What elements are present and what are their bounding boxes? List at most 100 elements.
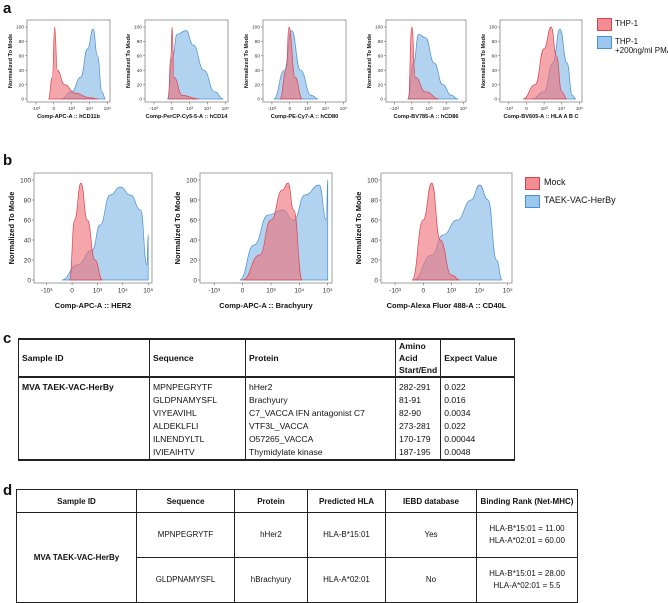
x-tick-label: 10⁵ bbox=[143, 288, 153, 295]
x-tick-label: 10³ bbox=[186, 106, 193, 112]
rank-line: HLA-A*02:01 = 5.5 bbox=[493, 581, 561, 590]
header-amino-acid: Amino Acid Start/End bbox=[394, 338, 442, 378]
expect-cell: 0.0034 bbox=[440, 407, 515, 420]
y-tick-label: 100 bbox=[367, 177, 378, 184]
y-tick-label: 0 bbox=[257, 97, 260, 103]
legend-label-pma-dose: +200ng/ml PMA bbox=[615, 46, 668, 55]
sequence-cell: GLDPNAMYSFL bbox=[136, 557, 235, 603]
hla-cell: HLA-A*02:01 bbox=[307, 557, 386, 603]
x-tick-label: 10⁵ bbox=[503, 288, 513, 295]
y-tick-label: 80 bbox=[255, 39, 261, 45]
panel-label-a: a bbox=[3, 0, 12, 17]
panel-label-b: b bbox=[3, 152, 13, 169]
x-tick-label: -10³ bbox=[390, 106, 399, 112]
y-axis-title: Normalized To Mode bbox=[126, 34, 132, 88]
x-tick-label: 10³ bbox=[93, 288, 103, 295]
panel-label-c: c bbox=[3, 330, 12, 347]
x-tick-label: 0 bbox=[525, 106, 528, 112]
histogram-2: 0 20 40 60 80 100 -10³ 0 10³ 10⁴ 10⁵Comp-PE-Cy7-A … bbox=[244, 19, 347, 120]
table-header-row: Sample ID Sequence Protein Predicted HLA… bbox=[16, 489, 578, 513]
x-tick-label: 0 bbox=[52, 106, 55, 112]
x-tick-label: 10³ bbox=[541, 106, 548, 112]
x-axis-title: Comp-BV785-A :: hCD86 bbox=[393, 114, 458, 120]
x-tick-label: 0 bbox=[421, 288, 425, 295]
legend-swatch-taek bbox=[525, 195, 540, 208]
y-axis-title: Normalized To Mode bbox=[7, 192, 16, 265]
series-blue-area bbox=[407, 33, 459, 100]
legend-swatch-mock bbox=[525, 177, 540, 190]
y-tick-label: 0 bbox=[374, 277, 378, 284]
x-axis-title: Comp-Alexa Fluor 488-A :: CD40L bbox=[387, 301, 507, 310]
plot-frame bbox=[199, 172, 333, 284]
y-axis-title: Normalized To Mode bbox=[8, 34, 14, 88]
y-tick-label: 0 bbox=[139, 97, 142, 103]
y-tick-label: 60 bbox=[255, 53, 261, 59]
y-tick-label: 60 bbox=[492, 53, 498, 59]
x-tick-label: 0 bbox=[70, 288, 74, 295]
y-tick-label: 20 bbox=[24, 257, 32, 264]
sample-id-cell: MVA TAEK-VAC-HerBy bbox=[16, 512, 137, 603]
y-tick-label: 40 bbox=[371, 237, 379, 244]
y-tick-label: 40 bbox=[492, 68, 498, 74]
series-red-area bbox=[408, 26, 440, 100]
protein-cell: hBrachyury bbox=[234, 557, 308, 603]
y-tick-label: 100 bbox=[186, 177, 197, 184]
series-red-area bbox=[242, 182, 303, 281]
sequence-cell: ILNENDYLTL bbox=[149, 433, 246, 446]
table-row: MVA TAEK-VAC-HerBy MPNPEGRYTF hHer2 HLA-… bbox=[16, 512, 578, 603]
x-axis-title: Comp-PerCP-Cy5-5-A :: hCD14 bbox=[146, 114, 229, 120]
histogram-7: 0 20 40 60 80 100 -10³ 0 10³ 10⁴ 10⁵ Comp-Alexa Flu… bbox=[354, 172, 513, 310]
x-tick-label: -10³ bbox=[389, 288, 401, 295]
protein-cell: hHer2 bbox=[245, 377, 396, 394]
y-tick-label: 20 bbox=[371, 257, 379, 264]
y-tick-label: 100 bbox=[20, 177, 31, 184]
x-tick-label: 10⁵ bbox=[340, 106, 347, 112]
y-tick-label: 0 bbox=[494, 97, 497, 103]
x-tick-label: 10⁴ bbox=[294, 288, 304, 295]
x-tick-label: 0 bbox=[288, 106, 291, 112]
legend-label-mock: Mock bbox=[544, 177, 566, 187]
plot-frame bbox=[33, 172, 153, 284]
y-tick-label: 60 bbox=[378, 53, 384, 59]
y-axis-title: Normalized To Mode bbox=[367, 34, 373, 88]
protein-cell: VTF3L_VACCA bbox=[245, 420, 396, 433]
y-tick-label: 80 bbox=[24, 197, 32, 204]
y-tick-label: 80 bbox=[190, 197, 198, 204]
expect-cell: 0.00044 bbox=[440, 433, 515, 446]
header-sequence: Sequence bbox=[149, 338, 246, 378]
y-tick-label: 20 bbox=[19, 82, 25, 88]
y-tick-label: 40 bbox=[137, 68, 143, 74]
table-row: VIYEAVIHL C7_VACCA IFN antagonist C7 82-90… bbox=[19, 407, 515, 420]
x-tick-label: -10³ bbox=[208, 288, 220, 295]
y-tick-label: 80 bbox=[371, 197, 379, 204]
x-tick-label: 10⁴ bbox=[118, 288, 128, 295]
table-row: ILNENDYLTL O57265_VACCA 170-179 0.00044 bbox=[19, 433, 515, 446]
expect-cell: 0.0048 bbox=[440, 446, 515, 461]
header-binding-rank: Binding Rank (Net-MHC) bbox=[476, 489, 578, 513]
rank-line: HLA-A*02:01 = 60.00 bbox=[489, 536, 565, 545]
sequence-cell: GLDPNAMYSFL bbox=[149, 394, 246, 407]
x-tick-label: 10⁵ bbox=[323, 288, 333, 295]
table-row: GLDPNAMYSFL Brachyury 81-91 0.016 bbox=[19, 394, 515, 407]
protein-cell: C7_VACCA IFN antagonist C7 bbox=[245, 407, 396, 420]
x-tick-label: 0 bbox=[241, 288, 245, 295]
iebd-cell: No bbox=[385, 557, 477, 603]
x-tick-label: 10⁵ bbox=[104, 106, 111, 112]
y-tick-label: 60 bbox=[190, 217, 198, 224]
header-protein: Protein bbox=[245, 338, 396, 378]
y-tick-label: 100 bbox=[489, 25, 497, 31]
x-tick-label: 0 bbox=[410, 106, 413, 112]
series-red-area bbox=[48, 26, 99, 100]
protein-cell: hHer2 bbox=[234, 512, 308, 558]
header-sample-id: Sample ID bbox=[16, 489, 137, 513]
plot-frame bbox=[380, 172, 513, 284]
y-tick-label: 40 bbox=[19, 68, 25, 74]
header-sequence: Sequence bbox=[136, 489, 235, 513]
x-tick-label: 10⁴ bbox=[475, 288, 485, 295]
y-tick-label: 80 bbox=[137, 39, 143, 45]
histogram-1: 0 20 40 60 80 100 -10³ 0 10³ 10⁴ 10⁵ Comp-PerCP-Cy5… bbox=[126, 19, 229, 120]
x-tick-label: 10³ bbox=[447, 288, 457, 295]
range-cell: 282-291 bbox=[394, 377, 442, 394]
table-row: MVA TAEK-VAC-HerBy MPNPEGRYTF hHer2 282-29… bbox=[18, 377, 515, 461]
header-sample-id: Sample ID bbox=[18, 338, 150, 378]
